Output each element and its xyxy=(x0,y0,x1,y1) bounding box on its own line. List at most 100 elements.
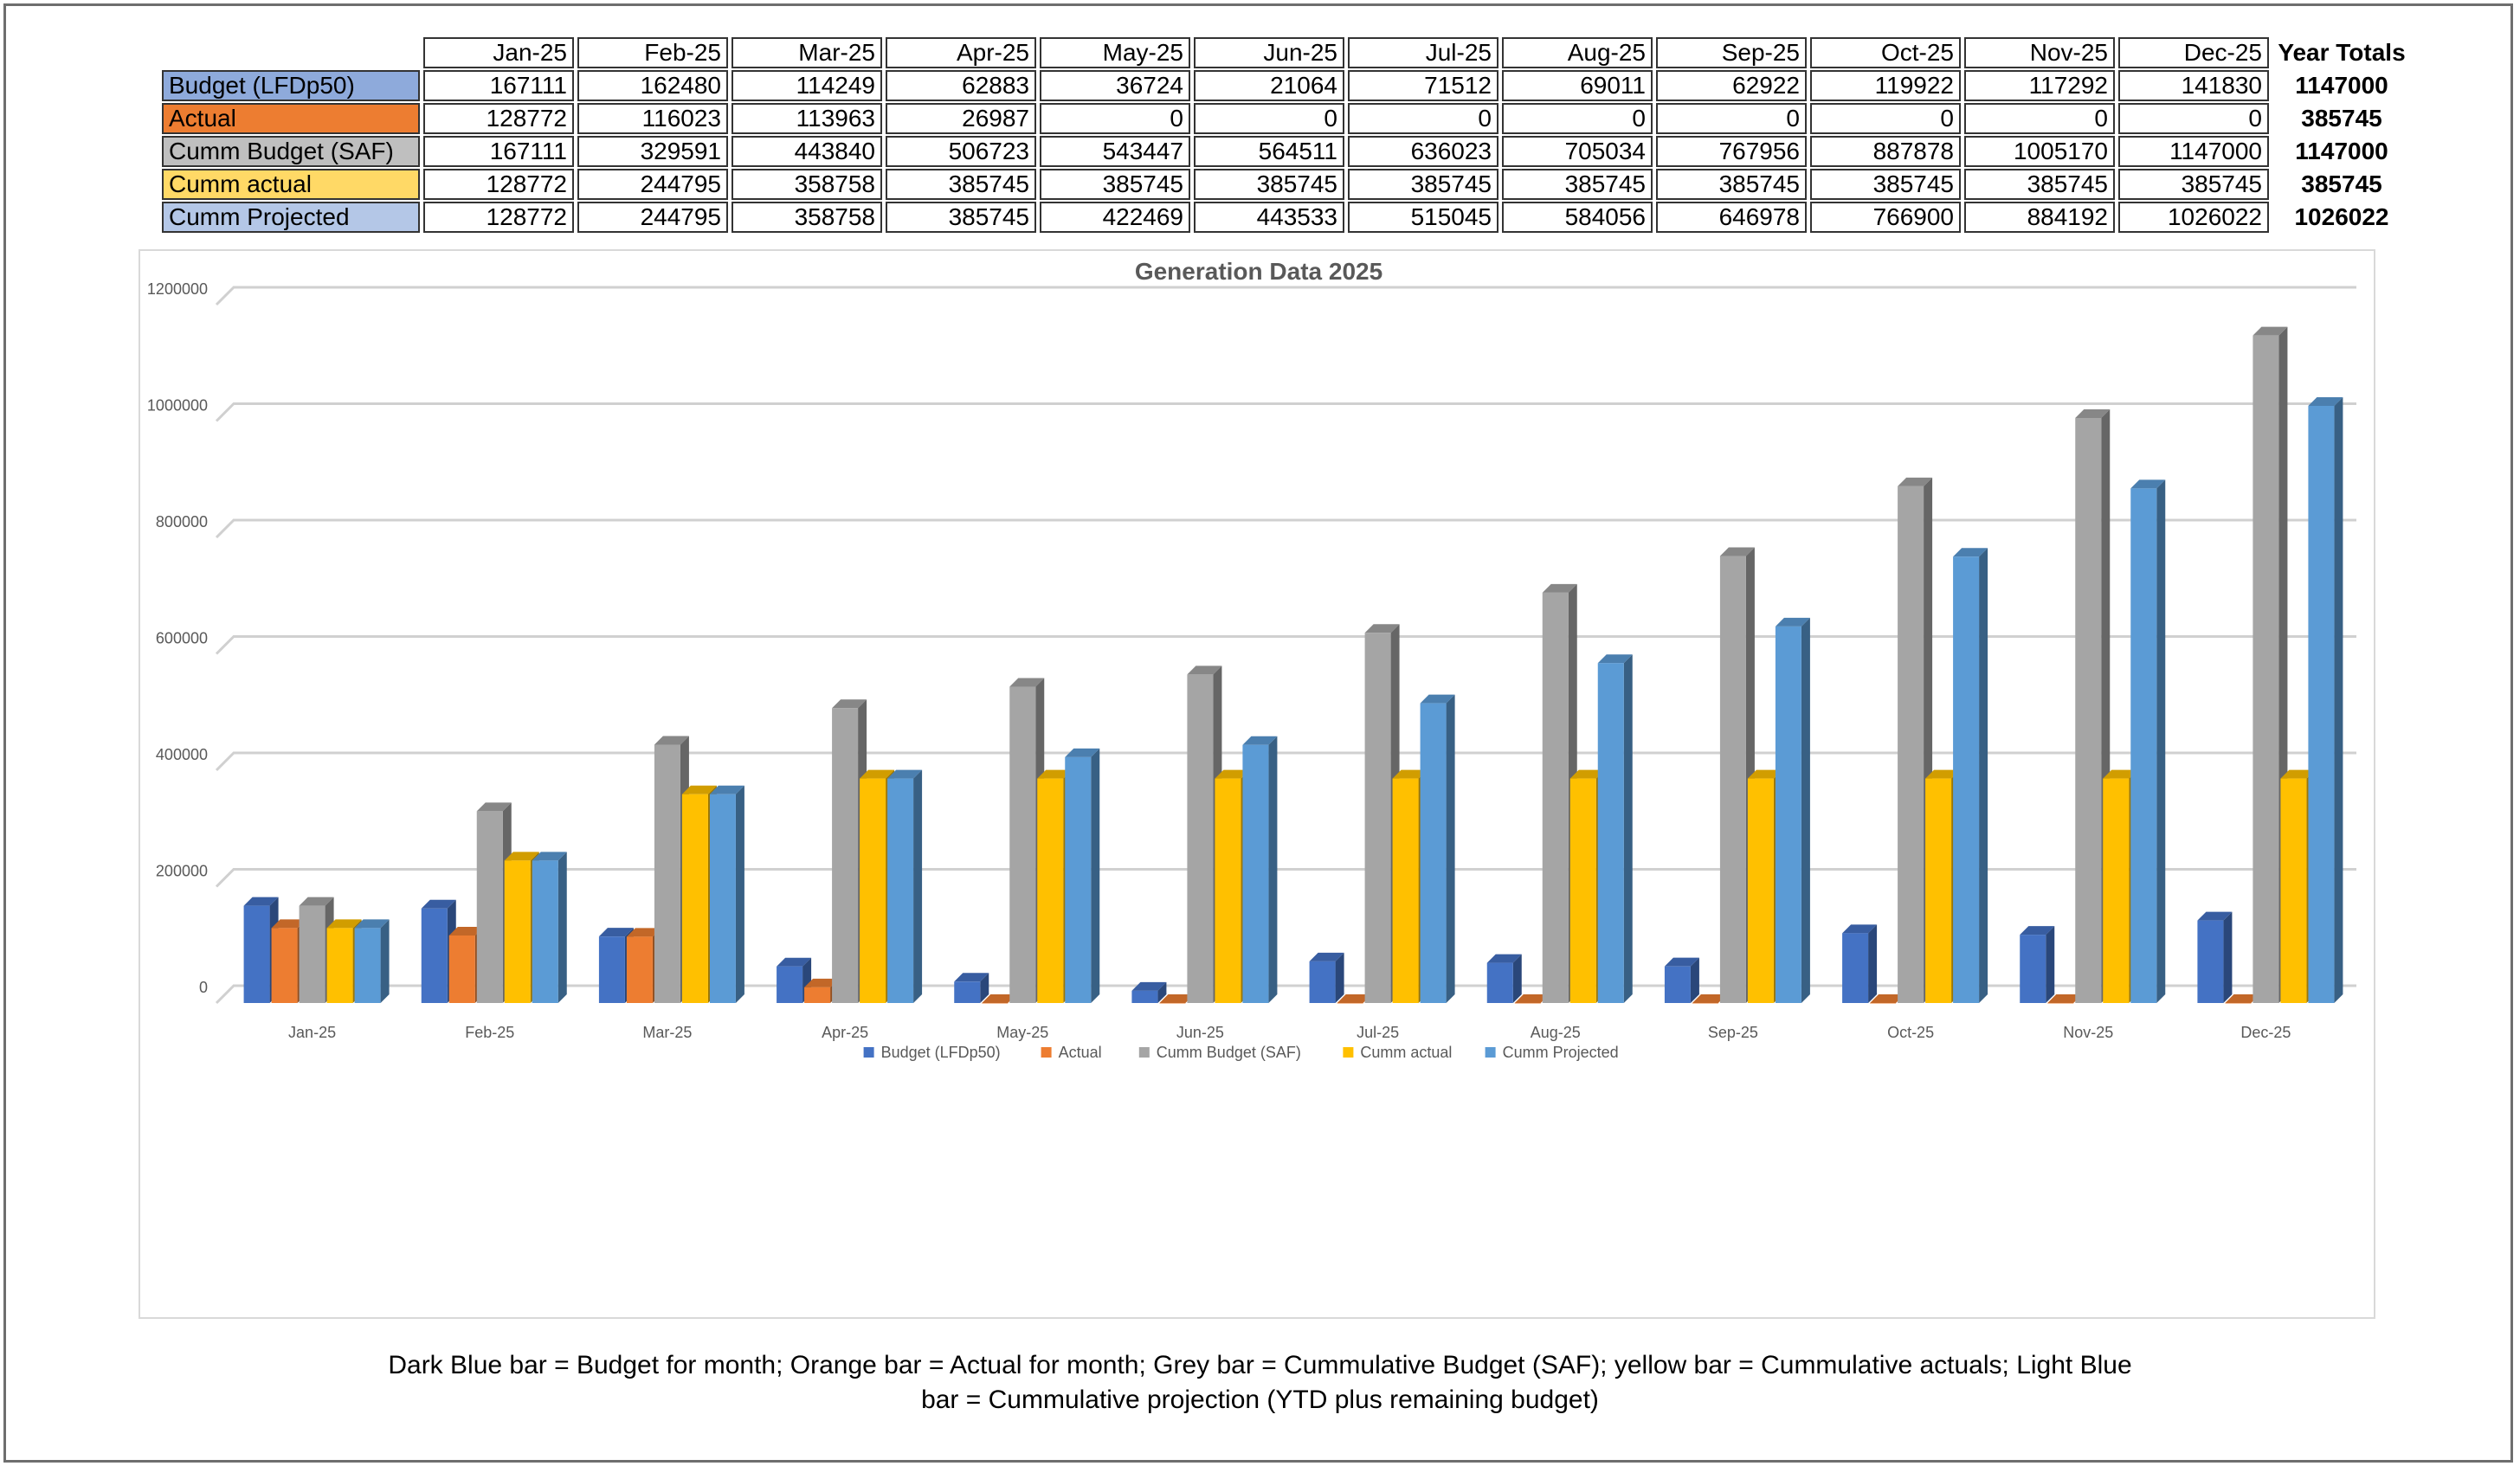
bar xyxy=(1692,994,1727,1004)
table-cell: 385745 xyxy=(886,202,1036,233)
table-cell: 385745 xyxy=(1040,169,1190,200)
legend-swatch xyxy=(863,1047,874,1058)
bar xyxy=(532,852,567,1003)
table-cell: 0 xyxy=(1348,103,1498,134)
table-row: Budget (LFDp50) 167111 162480 114249 62883 36… xyxy=(162,70,2411,101)
gridline xyxy=(215,518,2356,539)
x-tick-label: Apr-25 xyxy=(822,1024,868,1041)
table-cell: 506723 xyxy=(886,136,1036,167)
table-cell: 62922 xyxy=(1656,70,1807,101)
table-cell: 128772 xyxy=(423,202,574,233)
bar xyxy=(1842,924,1878,1003)
table-cell: 0 xyxy=(2118,103,2269,134)
y-tick-label: 800000 xyxy=(156,513,208,530)
bar xyxy=(982,994,1017,1004)
caption-line-2: bar = Cummulative projection (YTD plus r… xyxy=(921,1386,1599,1414)
table-cell: 358758 xyxy=(732,169,882,200)
bar xyxy=(2020,926,2055,1003)
table-header-row: Jan-25 Feb-25 Mar-25 Apr-25 May-25 Jun-25 Jul-… xyxy=(162,37,2411,68)
legend-swatch xyxy=(1485,1047,1496,1058)
table-cell: 385745 xyxy=(1964,169,2115,200)
bar xyxy=(1775,617,1810,1003)
table-cell: 119922 xyxy=(1810,70,1961,101)
table-cell: 0 xyxy=(1502,103,1653,134)
caption: Dark Blue bar = Budget for month; Orange… xyxy=(0,1348,2520,1418)
table-cell: 564511 xyxy=(1194,136,1344,167)
legend-swatch xyxy=(1138,1047,1150,1058)
row-total: 1147000 xyxy=(2295,72,2388,99)
table-cell: 0 xyxy=(1040,103,1190,134)
row-total: 385745 xyxy=(2301,170,2382,197)
table-cell: 385745 xyxy=(1194,169,1344,200)
table-cell: 766900 xyxy=(1810,202,1961,233)
table-cell: 584056 xyxy=(1502,202,1653,233)
table-cell: 0 xyxy=(1810,103,1961,134)
table-cell: 385745 xyxy=(2118,169,2269,200)
table-row: Cumm Projected 128772 244795 358758 385745 42… xyxy=(162,202,2411,233)
y-tick-label: 400000 xyxy=(156,746,208,763)
table-cell: 884192 xyxy=(1964,202,2115,233)
bar xyxy=(1065,748,1100,1003)
table-cell: 162480 xyxy=(577,70,728,101)
y-tick-label: 0 xyxy=(199,979,208,996)
x-tick-label: Aug-25 xyxy=(1531,1024,1581,1041)
bar xyxy=(1514,994,1550,1004)
bar xyxy=(1597,654,1633,1003)
table-month-header: Apr-25 xyxy=(886,37,1036,68)
legend-label: Actual xyxy=(1059,1044,1102,1061)
legend-label: Cumm actual xyxy=(1360,1044,1452,1061)
gridline xyxy=(215,751,2356,772)
x-tick-label: May-25 xyxy=(996,1024,1048,1041)
table-cell: 1026022 xyxy=(2118,202,2269,233)
legend-label: Budget (LFDp50) xyxy=(881,1044,1001,1061)
table-cell: 117292 xyxy=(1964,70,2115,101)
x-tick-label: Nov-25 xyxy=(2063,1024,2113,1041)
table-cell: 167111 xyxy=(423,70,574,101)
bar xyxy=(2225,994,2260,1004)
legend-item: Cumm Projected xyxy=(1485,1044,1619,1061)
row-label: Cumm Budget (SAF) xyxy=(162,136,420,167)
row-total: 385745 xyxy=(2301,105,2382,132)
y-tick-label: 200000 xyxy=(156,863,208,880)
x-tick-label: Jul-25 xyxy=(1357,1024,1399,1041)
table-cell: 329591 xyxy=(577,136,728,167)
caption-line-1: Dark Blue bar = Budget for month; Orange… xyxy=(388,1351,2132,1379)
table-cell: 385745 xyxy=(886,169,1036,200)
legend-item: Cumm actual xyxy=(1343,1044,1452,1061)
row-label: Cumm actual xyxy=(162,169,420,200)
table-cell: 1005170 xyxy=(1964,136,2115,167)
bar xyxy=(354,919,390,1003)
legend: Budget (LFDp50) Actual Cumm Budget (SAF) Cu… xyxy=(863,1044,1619,1061)
table-cell: 887878 xyxy=(1810,136,1961,167)
row-label: Cumm Projected xyxy=(162,202,420,233)
y-tick-label: 600000 xyxy=(156,630,208,647)
table-month-header: Mar-25 xyxy=(732,37,882,68)
table-cell: 113963 xyxy=(732,103,882,134)
year-totals-header: Year Totals xyxy=(2278,39,2406,66)
x-tick-label: Sep-25 xyxy=(1708,1024,1758,1041)
bars xyxy=(243,326,2343,1004)
table-cell: 0 xyxy=(1656,103,1807,134)
table-cell: 62883 xyxy=(886,70,1036,101)
table-month-header: May-25 xyxy=(1040,37,1190,68)
bar xyxy=(2308,397,2343,1003)
table-cell: 167111 xyxy=(423,136,574,167)
table-cell: 116023 xyxy=(577,103,728,134)
x-axis-ticks: Jan-25 Feb-25 Mar-25 Apr-25 May-25 Jun-25 Jul-… xyxy=(288,1024,2291,1041)
table-month-header: Nov-25 xyxy=(1964,37,2115,68)
table-cell: 69011 xyxy=(1502,70,1653,101)
table-cell: 0 xyxy=(1964,103,2115,134)
row-total: 1147000 xyxy=(2295,138,2388,164)
bar xyxy=(954,973,989,1003)
row-total: 1026022 xyxy=(2294,203,2389,230)
x-tick-label: Oct-25 xyxy=(1887,1024,1934,1041)
legend-label: Cumm Projected xyxy=(1503,1044,1619,1061)
bar xyxy=(2047,994,2083,1004)
legend-label: Cumm Budget (SAF) xyxy=(1157,1044,1301,1061)
table-month-header: Sep-25 xyxy=(1656,37,1807,68)
bar xyxy=(1420,694,1455,1003)
table-cell: 543447 xyxy=(1040,136,1190,167)
table-cell: 358758 xyxy=(732,202,882,233)
table-cell: 0 xyxy=(1194,103,1344,134)
bar xyxy=(1486,954,1522,1003)
